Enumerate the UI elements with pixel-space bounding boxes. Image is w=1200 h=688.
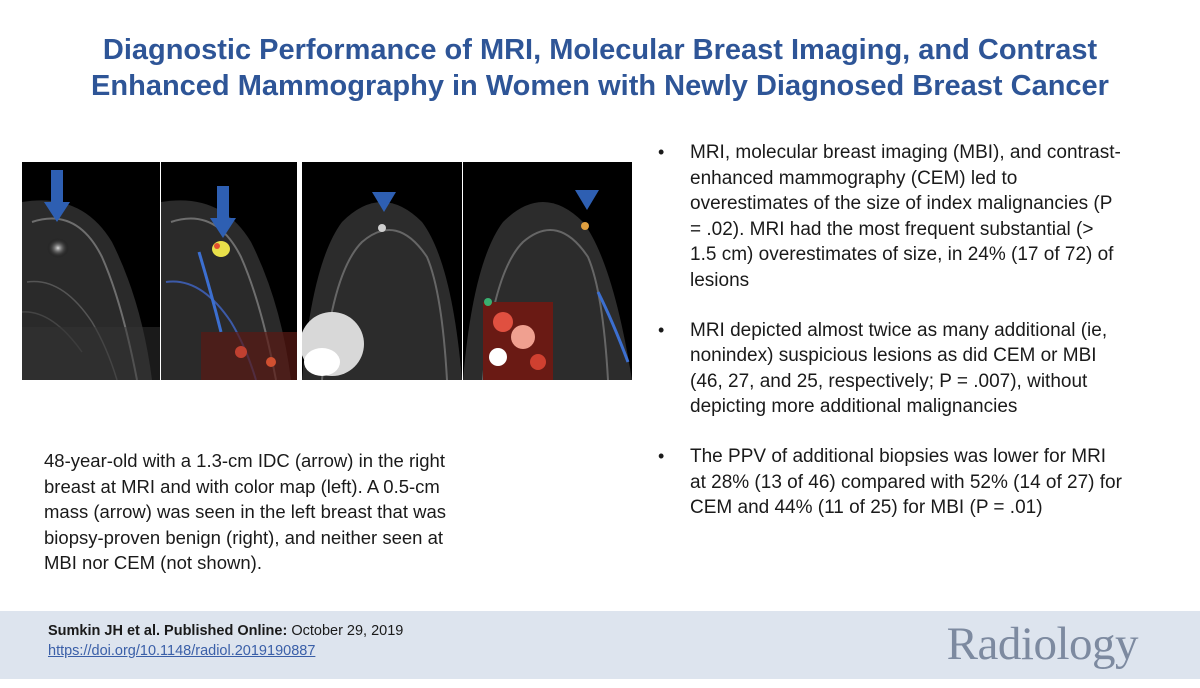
finding-line: CEM and 44% (11 of 25) for MBI (P = .01)	[690, 497, 1043, 518]
finding-item: • The PPV of additional biopsies was low…	[658, 444, 1188, 521]
finding-line: The PPV of additional biopsies was lower…	[690, 446, 1107, 467]
caption-line: 48-year-old with a 1.3-cm IDC (arrow) in…	[44, 450, 445, 471]
arrowhead-icon	[372, 192, 396, 212]
caption-line: biopsy-proven benign (right), and neithe…	[44, 526, 444, 548]
citation-authors: Sumkin JH et al. Published Online:	[48, 623, 288, 639]
mri-panel-left-breast	[302, 162, 462, 380]
finding-line: (46, 27, and 25, respectively; P = .007)…	[690, 370, 1088, 392]
title-line-1: Diagnostic Performance of MRI, Molecular…	[102, 34, 1098, 66]
arrow-icon	[210, 186, 236, 238]
finding-item: • MRI depicted almost twice as many addi…	[658, 318, 1188, 420]
finding-line: overestimates of the size of index malig…	[690, 193, 1113, 214]
finding-item: • MRI, molecular breast imaging (MBI), a…	[658, 140, 1188, 293]
title-line-2: Enhanced Mammography in Women with Newly…	[91, 70, 1109, 102]
doi-link[interactable]: https://doi.org/10.1148/radiol.201919088…	[48, 643, 316, 659]
finding-line: MRI, molecular breast imaging (MBI), and…	[690, 142, 1121, 163]
finding-line: enhanced mammography (CEM) led to	[690, 167, 1018, 189]
finding-line: depicting more additional malignancies	[690, 396, 1018, 417]
mri-figure	[22, 162, 632, 380]
finding-line: MRI depicted almost twice as many additi…	[690, 319, 1108, 341]
mri-panel-right-breast	[22, 162, 160, 380]
finding-line: nonindex) suspicious lesions as did CEM …	[690, 345, 1097, 366]
mri-panel-left-color-map	[463, 162, 632, 380]
arrow-icon	[44, 170, 70, 222]
bullet-icon: •	[658, 446, 665, 466]
finding-line: at 28% (13 of 46) compared with 52% (14 …	[690, 471, 1122, 493]
bullet-icon: •	[658, 319, 665, 340]
finding-line: = .02). MRI had the most frequent substa…	[690, 218, 1094, 240]
finding-line: 1.5 cm) overestimates of size, in 24% (1…	[690, 244, 1114, 265]
arrowhead-icon	[575, 190, 599, 210]
finding-line: lesions	[690, 269, 750, 291]
figure-caption: 48-year-old with a 1.3-cm IDC (arrow) in…	[44, 448, 514, 576]
citation-date: October 29, 2019	[287, 623, 404, 639]
findings-list: • MRI, molecular breast imaging (MBI), a…	[658, 140, 1188, 545]
caption-line: mass (arrow) was seen in the left breast…	[44, 501, 447, 522]
caption-line: breast at MRI and with color map (left).…	[44, 475, 440, 497]
page-title: Diagnostic Performance of MRI, Molecular…	[20, 32, 1180, 104]
footer-bar: Sumkin JH et al. Published Online: Octob…	[0, 611, 1200, 679]
bullet-icon: •	[658, 142, 665, 162]
caption-line: MBI nor CEM (not shown).	[44, 552, 262, 573]
radiology-logo: Radiology	[946, 618, 1139, 670]
mri-panel-color-map	[161, 162, 297, 380]
citation: Sumkin JH et al. Published Online: Octob…	[48, 621, 403, 661]
